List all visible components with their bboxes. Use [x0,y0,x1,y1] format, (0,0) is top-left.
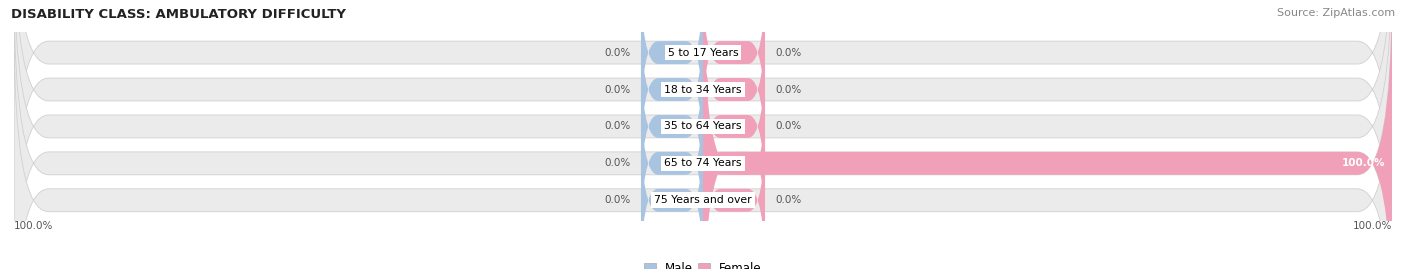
FancyBboxPatch shape [641,119,703,269]
FancyBboxPatch shape [641,0,703,133]
FancyBboxPatch shape [703,9,765,170]
FancyBboxPatch shape [703,45,765,207]
Text: Source: ZipAtlas.com: Source: ZipAtlas.com [1277,8,1395,18]
FancyBboxPatch shape [703,0,1392,269]
FancyBboxPatch shape [14,0,1392,269]
Text: 75 Years and over: 75 Years and over [654,195,752,205]
Legend: Male, Female: Male, Female [644,262,762,269]
Text: 0.0%: 0.0% [775,121,801,132]
Text: 0.0%: 0.0% [605,158,631,168]
Text: 0.0%: 0.0% [605,121,631,132]
Text: 5 to 17 Years: 5 to 17 Years [668,48,738,58]
FancyBboxPatch shape [703,119,765,269]
Text: DISABILITY CLASS: AMBULATORY DIFFICULTY: DISABILITY CLASS: AMBULATORY DIFFICULTY [11,8,346,21]
Text: 65 to 74 Years: 65 to 74 Years [664,158,742,168]
Text: 100.0%: 100.0% [1341,158,1385,168]
FancyBboxPatch shape [641,9,703,170]
Text: 100.0%: 100.0% [1353,221,1392,231]
FancyBboxPatch shape [14,0,1392,263]
FancyBboxPatch shape [641,45,703,207]
Text: 100.0%: 100.0% [14,221,53,231]
FancyBboxPatch shape [14,27,1392,269]
FancyBboxPatch shape [703,83,765,244]
FancyBboxPatch shape [14,0,1392,226]
Text: 0.0%: 0.0% [605,195,631,205]
Text: 0.0%: 0.0% [605,84,631,94]
Text: 0.0%: 0.0% [775,195,801,205]
Text: 0.0%: 0.0% [775,84,801,94]
FancyBboxPatch shape [703,0,765,133]
Text: 35 to 64 Years: 35 to 64 Years [664,121,742,132]
FancyBboxPatch shape [641,83,703,244]
Text: 0.0%: 0.0% [775,48,801,58]
Text: 0.0%: 0.0% [605,48,631,58]
Text: 18 to 34 Years: 18 to 34 Years [664,84,742,94]
FancyBboxPatch shape [14,0,1392,269]
